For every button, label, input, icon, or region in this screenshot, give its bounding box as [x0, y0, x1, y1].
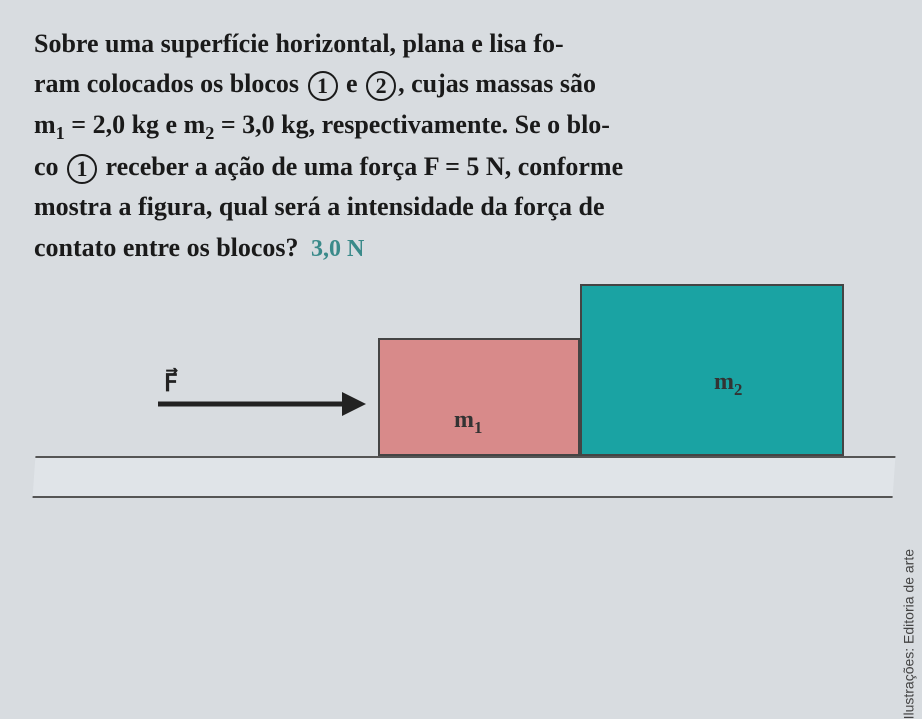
label-base: m: [714, 369, 734, 395]
image-credits: Ilustrações: Editoria de arte: [900, 549, 916, 719]
text-line: ram colocados os blocos: [34, 69, 306, 98]
text-line: co: [34, 152, 65, 181]
block-m2: [580, 284, 844, 456]
text-line: contato entre os blocos?: [34, 233, 299, 262]
problem-text: Sobre uma superfície horizontal, plana e…: [34, 24, 888, 268]
text-line: = 2,0 kg e m: [65, 110, 205, 139]
block-m1-label: m1: [454, 407, 482, 438]
block-m2-label: m2: [714, 369, 742, 400]
text-line: = 3,0 kg, respectivamente. Se o blo-: [214, 110, 610, 139]
text-line: mostra a figura, qual será a intensidade…: [34, 192, 605, 221]
circled-number-1b: 1: [67, 154, 97, 184]
physics-figure: m2 m1 F⃗: [34, 278, 894, 518]
circled-number-1: 1: [308, 71, 338, 101]
force-arrow-icon: [154, 384, 366, 424]
answer-text: 3,0 N: [311, 236, 364, 262]
ground-surface: [33, 456, 896, 498]
block-m1: [378, 338, 580, 456]
text-line: e: [346, 69, 364, 98]
text-line: m: [34, 110, 56, 139]
text-line: receber a ação de uma força F = 5 N, con…: [99, 152, 623, 181]
text-line: Sobre uma superfície horizontal, plana e…: [34, 29, 564, 58]
label-sub: 1: [474, 418, 482, 437]
circled-number-2: 2: [366, 71, 396, 101]
subscript: 2: [205, 123, 214, 143]
subscript: 1: [56, 123, 65, 143]
text-line: , cujas massas são: [398, 69, 596, 98]
label-base: m: [454, 407, 474, 433]
label-sub: 2: [734, 380, 742, 399]
